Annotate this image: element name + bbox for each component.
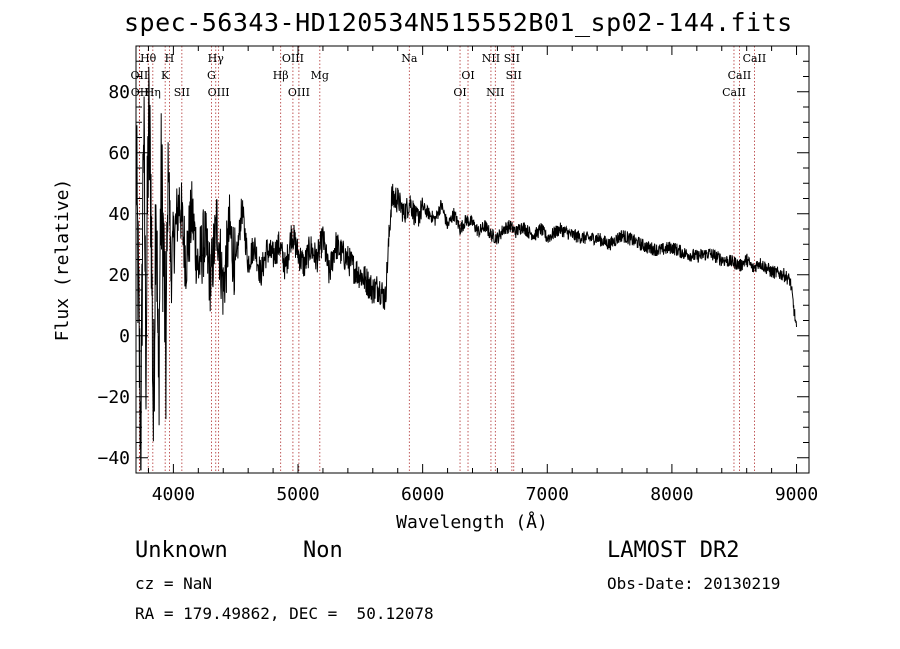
line-marker-label: Mg: [311, 69, 329, 82]
line-marker-label: OIII: [288, 86, 310, 99]
marker-labels: HθOIIOIIHηHKSIIHγGOIIIOIIIHβOIIIMgNaOIOI…: [131, 52, 767, 99]
line-marker-label: OI: [453, 86, 466, 99]
line-marker-label: Hγ: [208, 52, 225, 65]
y-tick-label: −20: [97, 387, 130, 408]
line-marker-label: Hθ: [140, 52, 157, 65]
x-axis-label: Wavelength (Å): [396, 511, 548, 533]
x-tick-label: 9000: [775, 484, 818, 505]
y-tick-label: −40: [97, 448, 130, 469]
x-axis: 4000 5000 6000 7000 8000 9000: [147, 46, 818, 505]
coords-text: RA = 179.49862, DEC = 50.12078: [135, 604, 434, 623]
line-marker-label: CaII: [722, 86, 746, 99]
y-tick-label: 40: [108, 204, 130, 225]
line-marker-label: Na: [401, 52, 418, 65]
x-tick-label: 8000: [650, 484, 693, 505]
line-marker-label: H: [165, 52, 175, 65]
spectrum-series: [135, 66, 797, 471]
line-marker-label: NII: [482, 52, 500, 65]
line-marker-label: OII: [131, 86, 149, 99]
line-marker-label: OIII: [282, 52, 304, 65]
line-marker-label: CaII: [743, 52, 767, 65]
line-marker-label: SII: [504, 52, 520, 65]
y-tick-label: 20: [108, 265, 130, 286]
x-tick-label: 5000: [276, 484, 319, 505]
survey-label: LAMOST DR2: [607, 538, 740, 563]
x-tick-label: 7000: [526, 484, 569, 505]
line-markers: [138, 46, 755, 473]
line-marker-label: K: [161, 69, 170, 82]
y-tick-label: 60: [108, 143, 130, 164]
y-axis-label: Flux (relative): [52, 179, 73, 342]
y-tick-label: 80: [108, 82, 130, 103]
subclass-label: Non: [303, 538, 343, 563]
y-tick-label: 0: [119, 326, 130, 347]
line-marker-label: OII: [131, 69, 149, 82]
x-tick-label: 6000: [401, 484, 444, 505]
chart-title: spec-56343-HD120534N515552B01_sp02-144.f…: [124, 8, 793, 37]
line-marker-label: OI: [461, 69, 474, 82]
obs-date-text: Obs-Date: 20130219: [607, 574, 781, 593]
line-marker-label: OIII: [208, 86, 230, 99]
line-marker-label: NII: [486, 86, 504, 99]
plot-frame: [135, 45, 810, 474]
cz-text: cz = NaN: [135, 574, 213, 593]
line-marker-label: SII: [506, 69, 522, 82]
line-marker-label: G: [207, 69, 216, 82]
line-marker-label: SII: [174, 86, 190, 99]
x-tick-label: 4000: [152, 484, 195, 505]
class-label: Unknown: [135, 538, 228, 563]
line-marker-label: CaII: [728, 69, 752, 82]
line-marker-label: Hη: [145, 86, 161, 99]
spectrum-line: [135, 66, 797, 471]
y-axis: −40 −20 0 20 40 60 80: [97, 60, 809, 469]
line-marker-label: Hβ: [273, 69, 289, 82]
